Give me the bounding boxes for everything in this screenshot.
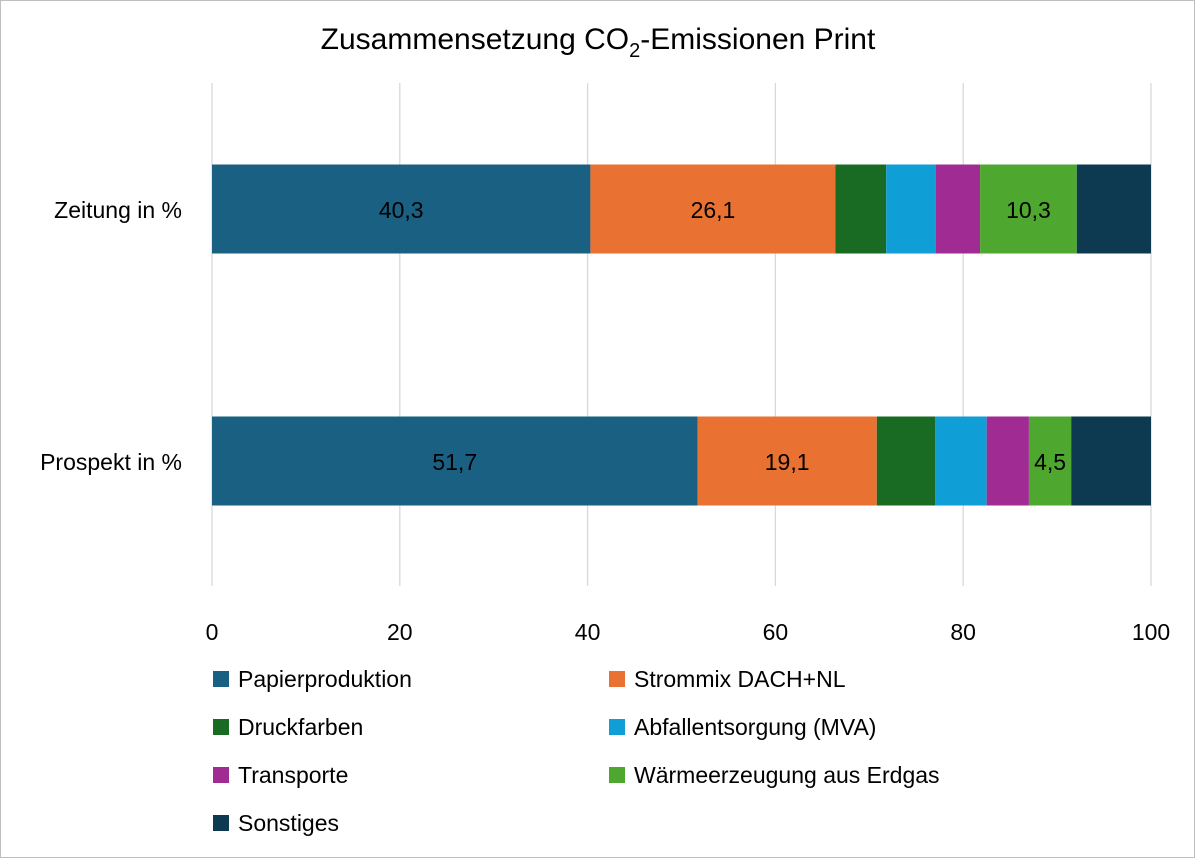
bar-segment-abfallentsorgung-mva- bbox=[935, 416, 987, 506]
bar-segment-sonstiges bbox=[1071, 416, 1151, 506]
x-tick-label: 20 bbox=[387, 619, 413, 645]
bar-segment-w-rmeerzeugung-aus-erdgas bbox=[980, 164, 1077, 254]
x-tick-label: 80 bbox=[950, 619, 976, 645]
legend-swatch bbox=[213, 719, 229, 735]
category-label: Prospekt in % bbox=[40, 449, 182, 475]
legend-swatch bbox=[609, 671, 625, 687]
chart-title: Zusammensetzung CO2-Emissionen Print bbox=[321, 23, 876, 62]
data-label: 51,7 bbox=[432, 449, 477, 475]
data-label: 19,1 bbox=[765, 449, 810, 475]
bar-segment-papierproduktion bbox=[212, 164, 591, 254]
legend-label: Druckfarben bbox=[238, 714, 363, 740]
bar-segment-strommix-dach-nl bbox=[590, 164, 836, 254]
legend-swatch bbox=[213, 671, 229, 687]
x-tick-label: 100 bbox=[1132, 619, 1170, 645]
legend-swatch bbox=[213, 815, 229, 831]
x-tick-label: 40 bbox=[575, 619, 601, 645]
category-label: Zeitung in % bbox=[54, 197, 182, 223]
bar-segment-transporte bbox=[935, 164, 981, 254]
data-label: 4,5 bbox=[1034, 449, 1066, 475]
bar-segment-transporte bbox=[986, 416, 1029, 506]
bar-segment-sonstiges bbox=[1076, 164, 1151, 254]
bar-segment-papierproduktion bbox=[212, 416, 698, 506]
x-tick-label: 60 bbox=[763, 619, 789, 645]
legend-label: Papierproduktion bbox=[238, 666, 412, 692]
legend-swatch bbox=[213, 767, 229, 783]
data-label: 26,1 bbox=[691, 197, 736, 223]
legend-label: Strommix DACH+NL bbox=[634, 666, 846, 692]
x-tick-label: 0 bbox=[206, 619, 219, 645]
legend-swatch bbox=[609, 719, 625, 735]
legend-label: Wärmeerzeugung aus Erdgas bbox=[634, 762, 940, 788]
legend-label: Sonstiges bbox=[238, 810, 339, 836]
data-label: 10,3 bbox=[1006, 197, 1051, 223]
data-label: 40,3 bbox=[379, 197, 424, 223]
bar-segment-w-rmeerzeugung-aus-erdgas bbox=[1028, 416, 1072, 506]
legend-swatch bbox=[609, 767, 625, 783]
bar-segment-druckfarben bbox=[835, 164, 887, 254]
bar-segment-druckfarben bbox=[876, 416, 936, 506]
bar-segment-abfallentsorgung-mva- bbox=[886, 164, 936, 254]
legend-label: Transporte bbox=[238, 762, 348, 788]
legend-label: Abfallentsorgung (MVA) bbox=[634, 714, 876, 740]
bar-segment-strommix-dach-nl bbox=[697, 416, 877, 506]
